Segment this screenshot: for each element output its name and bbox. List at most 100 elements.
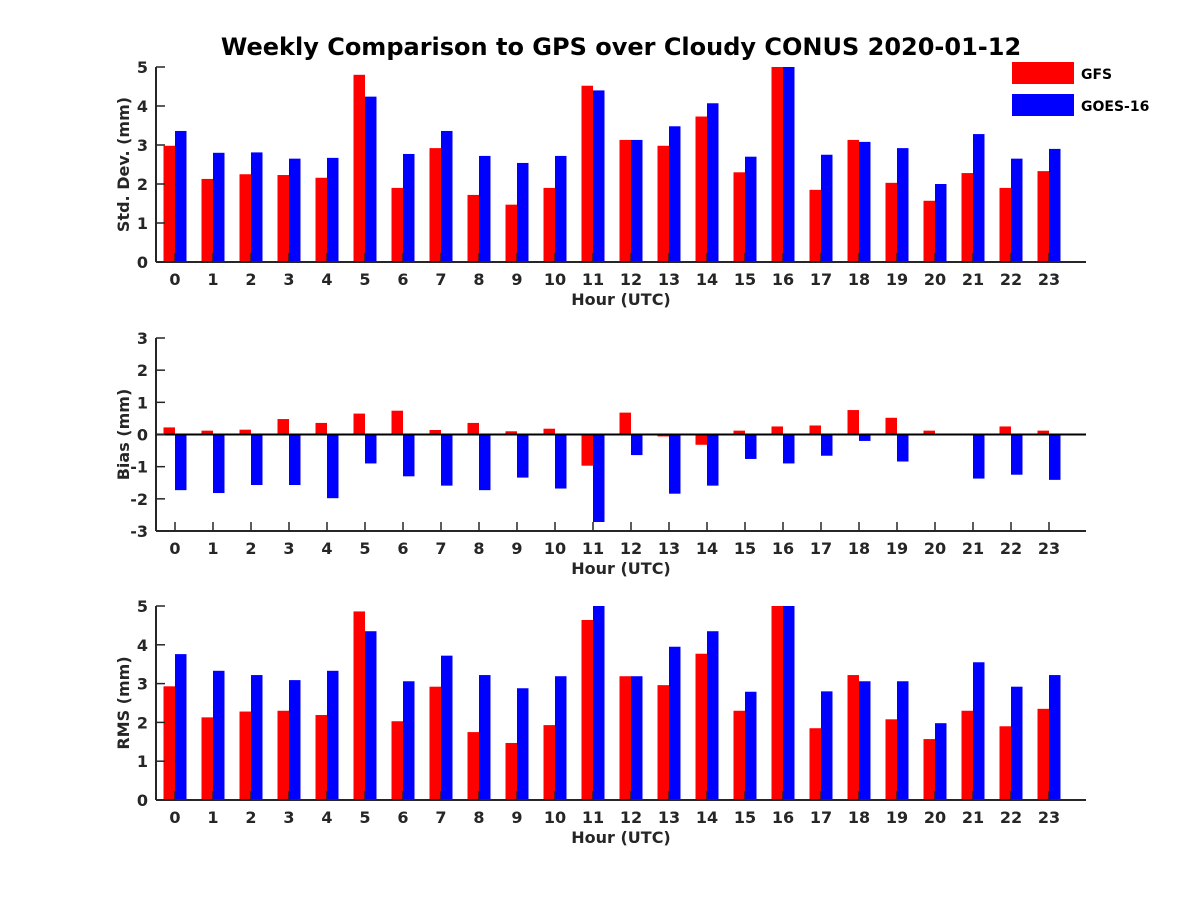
- y-tick-label: 4: [137, 97, 148, 116]
- bar-goes-16-hour-3: [289, 158, 301, 262]
- bar-gfs-hour-10: [543, 428, 555, 435]
- x-tick-label: 1: [207, 808, 218, 827]
- bar-gfs-hour-20: [923, 200, 935, 262]
- bar-gfs-hour-17: [809, 425, 821, 435]
- bar-gfs-hour-13: [657, 685, 669, 800]
- bar-goes-16-hour-2: [251, 434, 263, 485]
- bar-gfs-hour-2: [239, 174, 251, 262]
- bar-gfs-hour-1: [201, 430, 213, 435]
- bar-goes-16-hour-12: [631, 676, 643, 800]
- bar-goes-16-hour-22: [1011, 686, 1023, 800]
- bar-goes-16-hour-13: [669, 434, 681, 494]
- bar-gfs-hour-3: [277, 419, 289, 435]
- bar-gfs-hour-21: [961, 173, 973, 262]
- x-tick-label: 8: [473, 808, 484, 827]
- bar-gfs-hour-1: [201, 717, 213, 800]
- x-tick-label: 7: [435, 539, 446, 558]
- legend-label-gfs: GFS: [1081, 67, 1112, 83]
- bar-gfs-hour-14: [695, 116, 707, 262]
- x-tick-label: 13: [658, 808, 680, 827]
- x-tick-label: 6: [397, 270, 408, 289]
- x-tick-label: 5: [359, 539, 370, 558]
- bar-goes-16-hour-1: [213, 434, 225, 494]
- x-tick-label: 15: [734, 270, 756, 289]
- bar-gfs-hour-22: [999, 726, 1011, 800]
- bar-gfs-hour-9: [505, 431, 517, 435]
- x-tick-label: 2: [245, 539, 256, 558]
- bar-goes-16-hour-3: [289, 434, 301, 485]
- x-tick-label: 14: [696, 808, 718, 827]
- x-axis-label: Hour (UTC): [571, 290, 671, 309]
- bar-gfs-hour-5: [353, 74, 365, 262]
- x-tick-label: 21: [962, 808, 984, 827]
- bar-gfs-hour-14: [695, 653, 707, 800]
- bar-gfs-hour-20: [923, 739, 935, 800]
- bar-goes-16-hour-7: [441, 130, 453, 262]
- x-tick-label: 17: [810, 270, 832, 289]
- bar-gfs-hour-10: [543, 187, 555, 262]
- bar-gfs-hour-18: [847, 139, 859, 262]
- x-tick-label: 8: [473, 270, 484, 289]
- bar-goes-16-hour-16: [783, 434, 795, 464]
- x-tick-label: 20: [924, 808, 946, 827]
- bar-gfs-hour-15: [733, 710, 745, 800]
- bar-goes-16-hour-8: [479, 434, 491, 491]
- x-tick-label: 17: [810, 808, 832, 827]
- bar-goes-16-hour-7: [441, 655, 453, 800]
- bar-goes-16-hour-16: [783, 67, 795, 262]
- bar-gfs-hour-9: [505, 204, 517, 262]
- bar-gfs-hour-16: [771, 67, 783, 262]
- bar-goes-16-hour-0: [175, 130, 187, 262]
- bar-goes-16-hour-15: [745, 434, 757, 459]
- bar-gfs-hour-17: [809, 189, 821, 262]
- x-tick-label: 0: [169, 808, 180, 827]
- y-tick-label: 3: [137, 329, 148, 348]
- bar-gfs-hour-2: [239, 429, 251, 435]
- y-tick-label: -3: [130, 522, 148, 541]
- bar-goes-16-hour-22: [1011, 434, 1023, 475]
- x-tick-label: 6: [397, 539, 408, 558]
- bar-gfs-hour-3: [277, 710, 289, 800]
- bar-goes-16-hour-4: [327, 434, 339, 499]
- bar-gfs-hour-7: [429, 148, 441, 262]
- y-tick-label: -2: [130, 490, 148, 509]
- x-tick-label: 7: [435, 270, 446, 289]
- bar-gfs-hour-3: [277, 175, 289, 262]
- bar-gfs-hour-19: [885, 719, 897, 800]
- bar-gfs-hour-0: [163, 686, 175, 800]
- x-tick-label: 11: [582, 270, 604, 289]
- bar-goes-16-hour-15: [745, 691, 757, 800]
- x-tick-label: 20: [924, 270, 946, 289]
- x-tick-label: 0: [169, 539, 180, 558]
- bar-goes-16-hour-9: [517, 688, 529, 800]
- bar-gfs-hour-12: [619, 412, 631, 435]
- bar-goes-16-hour-15: [745, 156, 757, 262]
- bar-goes-16-hour-10: [555, 434, 567, 489]
- bar-gfs-hour-4: [315, 177, 327, 262]
- bar-goes-16-hour-21: [973, 134, 985, 262]
- x-tick-label: 22: [1000, 270, 1022, 289]
- bar-goes-16-hour-19: [897, 434, 909, 462]
- bar-goes-16-hour-2: [251, 675, 263, 800]
- bar-goes-16-hour-22: [1011, 158, 1023, 262]
- bar-gfs-hour-7: [429, 430, 441, 435]
- y-tick-label: 2: [137, 175, 148, 194]
- bar-gfs-hour-18: [847, 410, 859, 435]
- bar-goes-16-hour-11: [593, 90, 605, 263]
- bar-gfs-hour-14: [695, 434, 707, 445]
- x-tick-label: 22: [1000, 539, 1022, 558]
- y-axis-label: Std. Dev. (mm): [114, 97, 133, 232]
- bar-gfs-hour-16: [771, 606, 783, 800]
- bar-gfs-hour-18: [847, 675, 859, 800]
- x-tick-label: 10: [544, 539, 566, 558]
- x-tick-label: 11: [582, 808, 604, 827]
- bar-gfs-hour-23: [1037, 171, 1049, 262]
- bar-gfs-hour-22: [999, 426, 1011, 435]
- chart-title: Weekly Comparison to GPS over Cloudy CON…: [221, 33, 1021, 61]
- x-tick-label: 10: [544, 270, 566, 289]
- x-tick-label: 11: [582, 539, 604, 558]
- y-tick-label: 0: [137, 791, 148, 810]
- x-tick-label: 23: [1038, 539, 1060, 558]
- bar-gfs-hour-12: [619, 676, 631, 800]
- legend: GFS GOES-16: [1012, 62, 1149, 116]
